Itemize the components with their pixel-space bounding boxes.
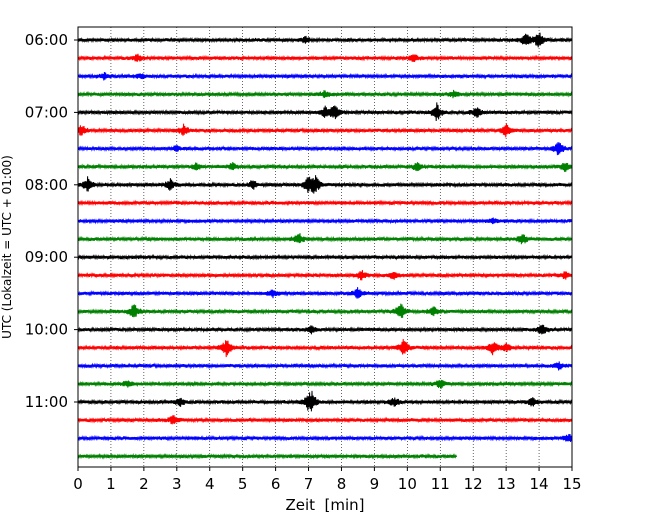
seismogram-trace (77, 233, 573, 245)
x-axis-ticks: 0 1 2 3 4 5 6 7 8 9 10 11 12 13 14 15 (73, 467, 582, 493)
x-axis-label: Zeit [min] (285, 496, 364, 514)
x-tick-label: 4 (205, 475, 215, 493)
y-tick-label: 06:00 (25, 31, 68, 49)
seismogram-trace (77, 123, 573, 138)
seismogram-trace (77, 452, 458, 460)
x-tick-label: 3 (172, 475, 182, 493)
y-axis-label: UTC (Lokalzeit = UTC + 01:00) (0, 155, 14, 339)
seismogram-trace (77, 287, 573, 299)
y-tick-label: 08:00 (25, 176, 68, 194)
x-tick-label: 15 (562, 475, 581, 493)
seismogram-trace (77, 102, 573, 122)
x-tick-label: 9 (370, 475, 380, 493)
seismogram-trace (77, 379, 573, 390)
x-tick-label: 8 (337, 475, 347, 493)
grid-lines (110, 27, 540, 467)
seismogram-trace (77, 53, 573, 62)
y-tick-label: 07:00 (25, 103, 68, 121)
seismogram-trace (77, 361, 573, 371)
seismogram-trace (77, 338, 573, 358)
seismogram-trace (77, 71, 573, 81)
seismogram-traces (77, 32, 573, 460)
x-tick-label: 7 (304, 475, 314, 493)
seismogram-trace (77, 303, 573, 318)
y-axis-ticks: 06:00 07:00 08:00 09:00 10:00 11:00 (25, 31, 78, 411)
x-tick-label: 13 (497, 475, 516, 493)
seismogram-trace (77, 433, 573, 442)
x-tick-label: 14 (530, 475, 549, 493)
seismogram-trace (77, 324, 573, 335)
seismogram-trace (77, 390, 573, 412)
x-tick-label: 2 (139, 475, 149, 493)
y-tick-label: 10:00 (25, 321, 68, 339)
seismogram-trace (77, 32, 573, 48)
x-tick-label: 12 (464, 475, 483, 493)
plot-frame (77, 26, 573, 468)
seismogram-trace (77, 253, 573, 261)
x-tick-label: 10 (398, 475, 417, 493)
seismogram-trace (77, 175, 573, 194)
y-tick-label: 11:00 (25, 393, 68, 411)
seismogram-trace (77, 199, 573, 207)
seismogram-trace (77, 270, 573, 281)
seismogram-trace (77, 142, 573, 156)
x-tick-label: 6 (271, 475, 281, 493)
x-tick-label: 1 (106, 475, 116, 493)
seismogram-trace (77, 415, 573, 425)
x-tick-label: 5 (238, 475, 248, 493)
seismogram-trace (77, 89, 573, 99)
seismogram-trace (77, 217, 573, 225)
x-tick-label: 11 (431, 475, 450, 493)
seismogram-trace (77, 161, 573, 172)
x-tick-label: 0 (73, 475, 83, 493)
y-tick-label: 09:00 (25, 248, 68, 266)
